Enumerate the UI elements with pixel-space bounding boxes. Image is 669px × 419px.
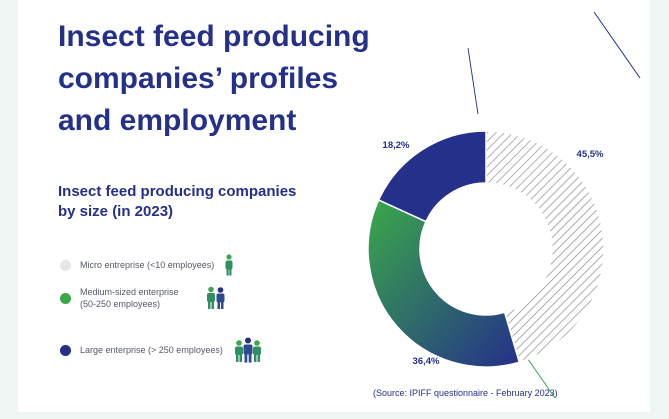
two-people-icon xyxy=(205,286,227,310)
legend-label-line: Micro entreprise (<10 employees) xyxy=(80,260,215,270)
legend-label-line: (50-250 employees) xyxy=(80,299,161,309)
slice-percent-label: 18,2% xyxy=(383,140,410,151)
subtitle-line: Insect feed producing companies xyxy=(58,183,297,200)
legend-label-line: Large enterprise (> 250 employees) xyxy=(80,345,223,355)
subtitle-line: by size (in 2023) xyxy=(58,203,174,220)
legend-item-large: Large enterprise (> 250 employees) xyxy=(60,337,263,363)
donut-slice-medium xyxy=(367,198,521,368)
two-people-icon-svg xyxy=(206,286,225,309)
legend-label: Large enterprise (> 250 employees) xyxy=(80,344,223,356)
decor-line xyxy=(593,11,641,79)
donut-slice-micro xyxy=(485,130,605,364)
person-icon xyxy=(222,254,236,276)
group-people-icon xyxy=(233,337,263,363)
legend-item-micro: Micro entreprise (<10 employees) xyxy=(60,254,236,276)
decor-line xyxy=(467,47,479,115)
title-line: Insect feed producing xyxy=(58,20,370,53)
donut-slice-large xyxy=(377,130,487,223)
donut-slices xyxy=(367,130,605,368)
slice-percent-label: 45,5% xyxy=(577,149,604,160)
legend-item-medium: Medium-sized enterprise (50-250 employee… xyxy=(60,286,227,310)
legend-label-line: Medium-sized enterprise xyxy=(80,287,179,297)
group-people-icon-svg xyxy=(234,337,261,363)
title-line: companies’ profiles xyxy=(58,62,339,95)
person-icon-svg xyxy=(225,254,233,276)
slice-percent-label: 36,4% xyxy=(413,356,440,367)
source-note: (Source: IPIFF questionnaire - February … xyxy=(373,388,558,398)
legend-swatch-medium xyxy=(60,292,71,304)
chart-subtitle: Insect feed producing companies by size … xyxy=(58,182,388,222)
title-line: and employment xyxy=(58,104,297,137)
legend-label: Medium-sized enterprise (50-250 employee… xyxy=(80,286,179,310)
donut-labels: 45,5% 36,4% 18,2% xyxy=(383,140,604,367)
legend-label: Micro entreprise (<10 employees) xyxy=(80,259,214,271)
legend-swatch-micro xyxy=(60,259,71,271)
legend-swatch-large xyxy=(60,344,71,356)
page-title: Insect feed producing companies’ profile… xyxy=(58,16,478,142)
